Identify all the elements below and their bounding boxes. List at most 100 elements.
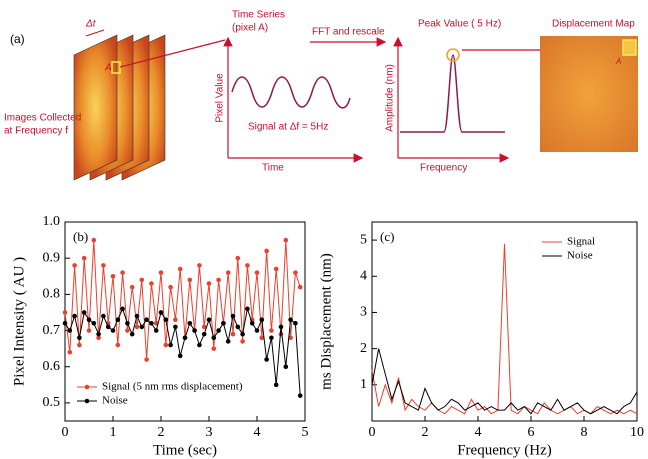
data-point	[201, 324, 207, 330]
data-point	[77, 342, 82, 348]
data-point	[211, 346, 217, 351]
data-point	[144, 357, 149, 362]
data-point	[125, 321, 130, 326]
panel-label: (a)	[10, 32, 25, 46]
y-tick-label: 4	[360, 268, 367, 283]
map-title: Displacement Map	[552, 19, 635, 30]
data-point	[96, 331, 101, 337]
x-tick-label: 8	[581, 425, 588, 440]
data-point	[101, 263, 106, 268]
y-tick-label: 0.8	[43, 287, 61, 302]
data-point	[158, 310, 164, 315]
data-point	[115, 317, 121, 322]
y-axis-title: ms Displacement (nm)	[318, 253, 334, 390]
y-tick-label: 0.5	[43, 395, 61, 410]
pixel-value-axis: Pixel Value	[215, 73, 226, 123]
data-point	[115, 342, 121, 348]
data-point	[177, 266, 183, 272]
data-point	[173, 317, 178, 322]
images-label: Images Collected	[4, 113, 81, 124]
data-point	[264, 357, 269, 362]
legend-marker	[84, 384, 90, 390]
data-point	[134, 313, 140, 319]
y-axis-title: Pixel Intensity ( AU )	[11, 257, 27, 386]
x-tick-label: 3	[206, 425, 213, 440]
data-point	[67, 349, 73, 355]
data-point	[240, 331, 245, 337]
images-label: at Frequency f	[4, 126, 68, 137]
data-point	[182, 335, 188, 341]
data-point	[163, 317, 169, 322]
data-point	[77, 335, 82, 341]
data-point	[110, 328, 116, 333]
y-tick-label: 3	[360, 305, 367, 320]
data-point	[91, 237, 97, 243]
data-point	[72, 263, 77, 268]
plot-frame	[371, 221, 638, 422]
peak-circle	[446, 48, 460, 62]
series-line	[371, 348, 638, 415]
x-tick-label: 0	[369, 425, 376, 440]
x-tick-label: 2	[422, 425, 429, 440]
data-point	[264, 248, 269, 254]
pixel-box	[111, 61, 121, 74]
data-point	[81, 255, 87, 261]
data-point	[91, 321, 97, 326]
data-point	[139, 324, 145, 330]
data-point	[293, 321, 298, 326]
data-point	[254, 328, 260, 333]
data-point	[245, 306, 250, 312]
data-point	[62, 321, 68, 326]
data-point	[139, 277, 145, 283]
data-point	[259, 335, 265, 341]
data-point	[225, 339, 231, 344]
data-point	[283, 364, 289, 370]
frequency-axis: Frequency	[420, 163, 467, 174]
data-point	[230, 331, 236, 337]
data-point	[216, 328, 221, 333]
data-point	[158, 270, 164, 275]
data-point	[288, 335, 293, 341]
y-tick-label: 0.6	[43, 359, 61, 374]
series-line	[64, 240, 301, 360]
y-tick-label: 2	[360, 341, 367, 356]
data-point	[254, 270, 260, 275]
image-frame	[73, 34, 118, 181]
time-axis: Time	[262, 163, 284, 174]
data-point	[235, 255, 241, 261]
dt-bracket	[85, 29, 105, 37]
data-point	[235, 324, 241, 330]
data-point	[153, 328, 159, 333]
x-axis-title: Time (sec)	[153, 442, 217, 458]
data-point	[269, 335, 274, 341]
x-tick-label: 6	[528, 425, 535, 440]
data-point	[197, 263, 202, 268]
x-tick-label: 10	[630, 425, 644, 440]
diagram: (a) A Δt Images Collected at Frequency f…	[4, 10, 638, 181]
data-point	[297, 284, 303, 290]
data-point	[230, 313, 236, 319]
y-tick-label: 0.7	[43, 323, 61, 338]
data-point	[173, 324, 178, 330]
peak-curve	[400, 54, 505, 133]
data-point	[221, 321, 226, 326]
data-point	[168, 284, 173, 290]
data-point	[168, 342, 173, 348]
data-point	[134, 324, 140, 330]
chart: 0 1 2 3 4 5 0.5 0.6 0.7 0.8 0.9 1.0 Time (sec) Pixel …	[11, 214, 308, 458]
data-point	[283, 237, 289, 243]
data-point	[187, 277, 193, 283]
series-line	[371, 243, 638, 415]
x-tick-label: 5	[302, 425, 309, 440]
data-point	[129, 284, 135, 290]
signal-caption: Signal at Δf = 5Hz	[248, 122, 328, 133]
x-tick-label: 4	[475, 425, 482, 440]
data-point	[120, 270, 125, 275]
sine-wave	[231, 76, 351, 109]
data-point	[62, 310, 68, 315]
time-series-label: Time Series	[232, 10, 285, 21]
data-point	[259, 317, 265, 322]
data-point	[163, 342, 169, 348]
x-tick-label: 4	[254, 425, 261, 440]
